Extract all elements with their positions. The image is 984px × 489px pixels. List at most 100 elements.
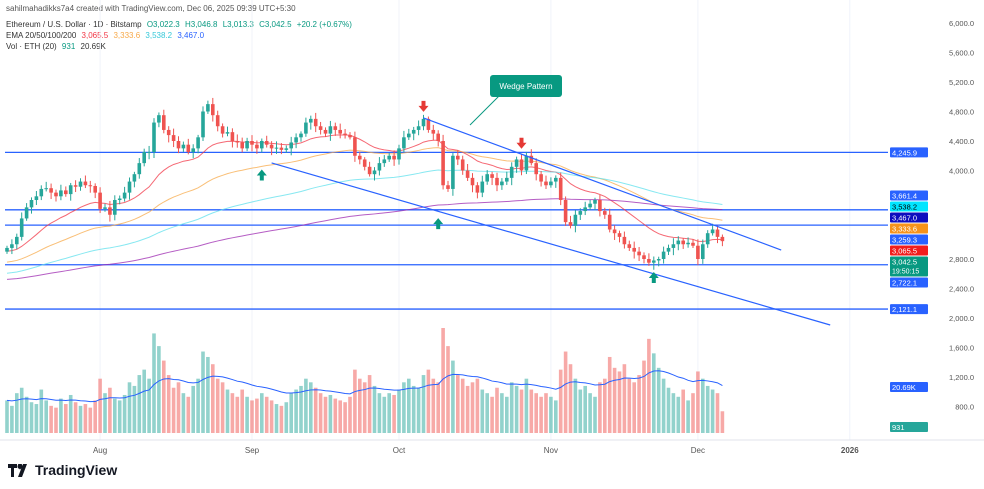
volume-bar	[627, 378, 632, 433]
candle-body	[652, 260, 656, 263]
candle-body	[656, 259, 661, 261]
volume-bar	[250, 400, 254, 433]
candle-body	[475, 185, 480, 193]
candle-body	[456, 155, 460, 160]
candle-body	[10, 244, 14, 248]
volume-bar	[397, 389, 401, 433]
volume-bar	[529, 389, 534, 433]
candle-body	[583, 207, 587, 212]
candle-body	[68, 185, 73, 195]
close-value: C3,042.5	[259, 20, 292, 29]
candle-body	[162, 115, 166, 130]
ema20-value: 3,065.5	[81, 31, 109, 40]
wedge-upper-line	[423, 117, 782, 251]
tradingview-logo: TradingView	[8, 462, 117, 478]
volume-bar	[44, 400, 48, 433]
volume-bar	[598, 382, 602, 433]
volume-bar	[514, 385, 519, 433]
volume-bar	[554, 400, 558, 433]
volume-bar	[230, 393, 235, 433]
candle-body	[59, 190, 63, 197]
volume-bar	[676, 396, 681, 433]
candle-body	[558, 177, 563, 200]
volume-bar	[181, 393, 186, 433]
candle-body	[465, 170, 470, 178]
price-badge-text: 3,467.0	[892, 213, 917, 222]
candle-body	[490, 174, 494, 178]
volume-bar	[328, 394, 333, 433]
candle-body	[211, 104, 215, 116]
ema50-line	[6, 147, 723, 263]
candle-body	[524, 155, 529, 171]
candle-body	[235, 141, 240, 143]
volume-bar	[353, 369, 357, 433]
candle-body	[304, 122, 308, 134]
arrow-down-icon	[418, 100, 429, 112]
volume-bar	[617, 371, 622, 433]
candle-body	[598, 200, 602, 212]
candle-body	[549, 181, 553, 186]
candle-body	[397, 148, 401, 160]
volume-bar	[318, 393, 323, 433]
candle-body	[142, 152, 146, 164]
candle-body	[176, 141, 181, 149]
price-badge-text: 3,065.5	[892, 246, 917, 255]
countdown-text: 19:50:15	[892, 268, 919, 275]
candle-body	[29, 200, 34, 208]
volume-bar	[407, 378, 411, 433]
candle-body	[338, 129, 342, 134]
volume-bar	[593, 396, 597, 433]
volume-bar	[343, 402, 347, 433]
ema-legend: EMA 20/50/100/200 3,065.5 3,333.6 3,538.…	[6, 31, 207, 40]
volume-bar	[269, 400, 274, 433]
candle-body	[181, 144, 186, 149]
price-axis-label: 800.0	[955, 403, 974, 412]
price-axis-label: 2,800.0	[949, 255, 974, 264]
volume-bar	[176, 382, 181, 433]
volume-bar	[78, 405, 83, 433]
candle-body	[509, 166, 514, 178]
candle-body	[441, 141, 445, 186]
candle-body	[215, 115, 220, 127]
price-badge-text: 3,042.5	[892, 257, 917, 266]
volume-bar	[98, 378, 102, 433]
price-badge-text: 3,661.4	[892, 191, 917, 200]
candle-body	[377, 163, 382, 171]
volume-bar	[304, 378, 308, 433]
candle-body	[544, 181, 548, 186]
price-badge-text: 2,722.1	[892, 278, 917, 287]
volume-bar	[358, 378, 362, 433]
candle-body	[612, 229, 617, 234]
candle-body	[147, 152, 151, 154]
candle-body	[627, 244, 632, 248]
volume-bar	[137, 375, 142, 433]
candle-body	[470, 177, 475, 186]
candle-body	[250, 141, 254, 145]
price-chart[interactable]: Wedge Pattern 6,000.0 5,600.0 5,200.0 4,800.…	[0, 0, 984, 460]
volume-bar	[299, 385, 303, 433]
volume-bar	[642, 360, 646, 433]
price-axis-label: 4,800.0	[949, 108, 974, 117]
volume-bar	[117, 400, 122, 433]
volume-bar	[211, 364, 215, 433]
candle-body	[279, 147, 284, 150]
candle-body	[88, 185, 93, 187]
candle-body	[588, 203, 592, 208]
volume-bar	[274, 404, 279, 433]
volume-label: Vol · ETH (20)	[6, 42, 57, 51]
volume-bar	[338, 400, 342, 433]
candle-body	[367, 166, 372, 175]
volume-bar	[652, 353, 656, 433]
candle-body	[519, 159, 524, 171]
volume-bar	[539, 396, 543, 433]
candle-body	[289, 142, 293, 149]
ema100-line	[6, 169, 723, 274]
volume-bar	[505, 396, 509, 433]
volume-bar	[568, 364, 573, 433]
candle-body	[358, 155, 362, 160]
candle-body	[372, 170, 377, 175]
volume-bar	[289, 393, 293, 433]
candle-body	[514, 159, 519, 167]
price-axis-label: 4,400.0	[949, 137, 974, 146]
